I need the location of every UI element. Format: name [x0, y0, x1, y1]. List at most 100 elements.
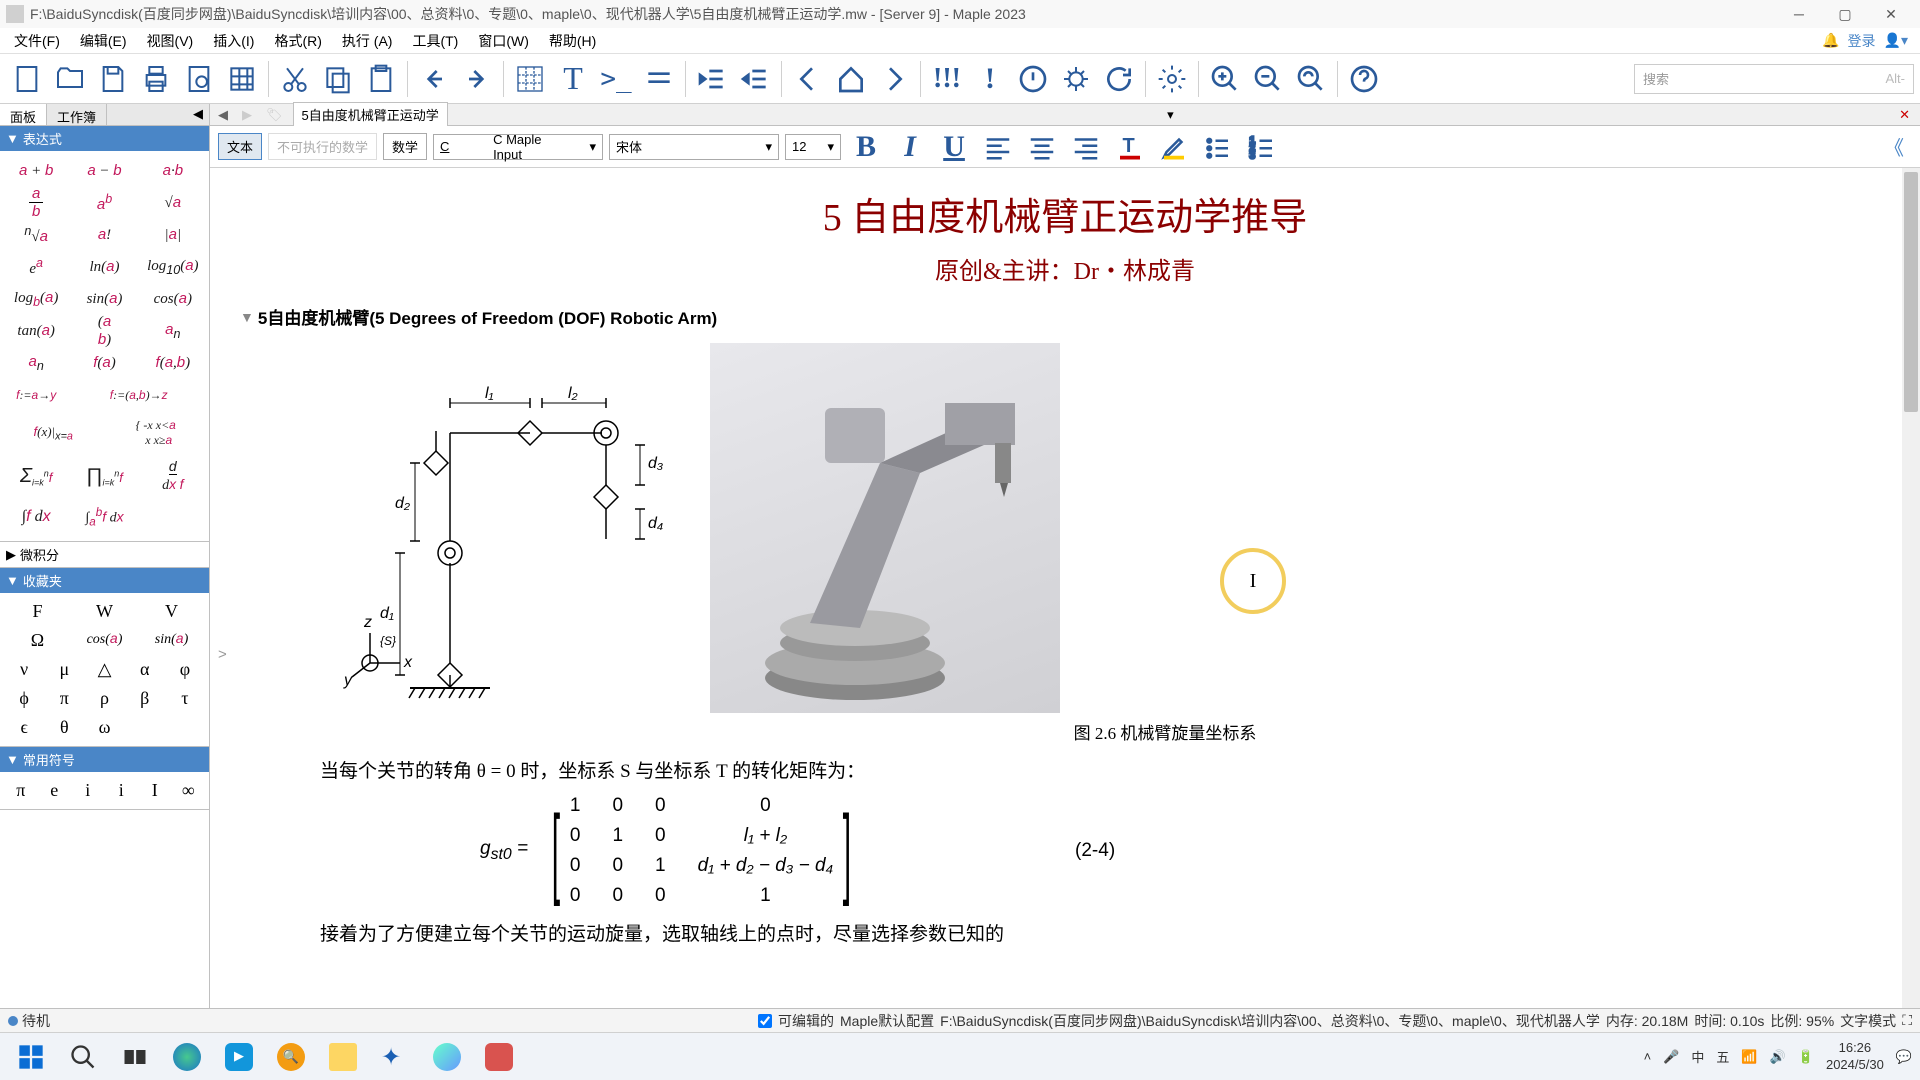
expr-add[interactable]: a + b	[2, 162, 70, 180]
fav-cos[interactable]: cos(a)	[71, 630, 138, 651]
code-edit-button[interactable]	[221, 58, 263, 100]
expr-prod[interactable]: ∏i=knf	[70, 465, 138, 488]
expr-an[interactable]: an	[2, 353, 70, 373]
menu-tools[interactable]: 工具(T)	[402, 28, 468, 54]
menu-file[interactable]: 文件(F)	[4, 28, 70, 54]
tab-nav-back[interactable]: ◀	[214, 107, 232, 123]
palette-expression-header[interactable]: ▼表达式	[0, 126, 209, 151]
doc-tab-close[interactable]: ✕	[1893, 107, 1916, 123]
fav-tau[interactable]: τ	[165, 688, 205, 709]
expr-ln[interactable]: ln(a)	[70, 258, 138, 276]
insert-table-button[interactable]	[509, 58, 551, 100]
status-expand-icon[interactable]: ⛶	[1902, 1012, 1912, 1029]
fav-beta[interactable]: β	[125, 688, 165, 709]
expr-fact[interactable]: a!	[70, 226, 138, 244]
expr-fa[interactable]: f(a)	[70, 354, 138, 372]
fav-nu[interactable]: ν	[4, 659, 44, 680]
settings-button[interactable]	[1151, 58, 1193, 100]
save-button[interactable]	[92, 58, 134, 100]
fav-sin[interactable]: sin(a)	[138, 630, 205, 651]
copy-button[interactable]	[317, 58, 359, 100]
vertical-scrollbar[interactable]	[1902, 168, 1920, 1008]
sym-pi[interactable]: π	[4, 780, 38, 801]
palette-calculus-header[interactable]: ▶微积分	[0, 542, 209, 567]
notification-icon[interactable]: 🔔	[1822, 32, 1839, 49]
fav-omega[interactable]: ω	[84, 717, 124, 738]
document-content[interactable]: 5 自由度机械臂正运动学推导 原创&主讲：Dr・林成青 ▼ 5自由度机械臂(5 …	[210, 168, 1920, 1008]
underline-button[interactable]: U	[935, 129, 973, 165]
outdent-button[interactable]	[734, 58, 776, 100]
sym-e[interactable]: e	[38, 780, 72, 801]
expr-pow[interactable]: ab	[70, 192, 138, 214]
expr-tan[interactable]: tan(a)	[2, 322, 70, 340]
zoom-out-button[interactable]	[1247, 58, 1289, 100]
help-button[interactable]	[1343, 58, 1385, 100]
sidebar-tab-workbook[interactable]: 工作簿	[47, 104, 107, 125]
close-button[interactable]: ✕	[1868, 0, 1914, 28]
expr-log10[interactable]: log10(a)	[139, 257, 207, 277]
menu-help[interactable]: 帮助(H)	[539, 28, 606, 54]
expr-exp[interactable]: ea	[2, 256, 70, 278]
nav-forward-button[interactable]	[873, 58, 915, 100]
fav-F[interactable]: F	[4, 601, 71, 622]
app-button-1[interactable]	[424, 1037, 470, 1077]
insert-text-button[interactable]: T	[552, 58, 594, 100]
mode-math-button[interactable]: 数学	[383, 133, 427, 160]
redo-button[interactable]	[456, 58, 498, 100]
expr-sub[interactable]: a − b	[70, 162, 138, 180]
open-button[interactable]	[49, 58, 91, 100]
tab-nav-fwd[interactable]: ▶	[238, 107, 256, 123]
expr-deriv[interactable]: ddx f	[139, 458, 207, 494]
new-doc-button[interactable]	[6, 58, 48, 100]
fav-pi[interactable]: π	[44, 688, 84, 709]
fav-rho[interactable]: ρ	[84, 688, 124, 709]
fav-phi[interactable]: φ	[165, 659, 205, 680]
fav-phi2[interactable]: ϕ	[4, 688, 44, 709]
section-header[interactable]: ▼ 5自由度机械臂(5 Degrees of Freedom (DOF) Rob…	[240, 304, 1890, 329]
undo-button[interactable]	[413, 58, 455, 100]
menu-execute[interactable]: 执行 (A)	[332, 28, 403, 54]
align-center-button[interactable]	[1023, 129, 1061, 165]
bold-button[interactable]: B	[847, 129, 885, 165]
explorer-button[interactable]	[320, 1037, 366, 1077]
menu-window[interactable]: 窗口(W)	[468, 28, 539, 54]
expr-piecewise[interactable]: { -x x<a x x≥a	[105, 418, 208, 448]
fav-tri[interactable]: △	[84, 659, 124, 680]
fav-Omega[interactable]: Ω	[4, 630, 71, 651]
highlight-button[interactable]	[1155, 129, 1193, 165]
paste-button[interactable]	[360, 58, 402, 100]
fav-W[interactable]: W	[71, 601, 138, 622]
expr-fab[interactable]: f(a,b)	[139, 354, 207, 372]
execute-selection-button[interactable]: !!!	[926, 58, 968, 100]
tab-bookmark[interactable]: 🏷	[262, 107, 287, 123]
taskview-button[interactable]	[112, 1037, 158, 1077]
section-collapse-icon[interactable]: ▼	[240, 309, 254, 325]
tray-mic-icon[interactable]: 🎤	[1663, 1049, 1679, 1065]
execute-one-button[interactable]: !	[969, 58, 1011, 100]
expr-sqrt[interactable]: √a	[139, 194, 207, 212]
menu-edit[interactable]: 编辑(E)	[70, 28, 137, 54]
zoom-fit-button[interactable]	[1290, 58, 1332, 100]
expr-mul[interactable]: a·b	[139, 162, 207, 180]
insert-section-button[interactable]	[638, 58, 680, 100]
fav-V[interactable]: V	[138, 601, 205, 622]
search-app-button[interactable]: 🔍	[268, 1037, 314, 1077]
expr-sub-n[interactable]: an	[139, 321, 207, 341]
fav-alpha[interactable]: α	[125, 659, 165, 680]
collapse-toolbar-button[interactable]: 《	[1876, 132, 1912, 161]
print-preview-button[interactable]	[178, 58, 220, 100]
align-right-button[interactable]	[1067, 129, 1105, 165]
expr-abs[interactable]: |a|	[139, 226, 207, 244]
sidebar-collapse-left[interactable]: ◀	[187, 104, 209, 125]
menu-insert[interactable]: 插入(I)	[203, 28, 264, 54]
tray-chevron-icon[interactable]: ˄	[1644, 1049, 1652, 1064]
start-button[interactable]	[8, 1037, 54, 1077]
tray-battery-icon[interactable]: 🔋	[1798, 1049, 1814, 1065]
expr-frac[interactable]: ab	[2, 185, 70, 221]
stop-button[interactable]	[1012, 58, 1054, 100]
numbering-button[interactable]: 123	[1243, 129, 1281, 165]
sym-i[interactable]: i	[71, 780, 105, 801]
align-left-button[interactable]	[979, 129, 1017, 165]
tray-clock[interactable]: 16:26 2024/5/30	[1826, 1040, 1884, 1074]
tray-wifi-icon[interactable]: 📶	[1741, 1049, 1757, 1065]
